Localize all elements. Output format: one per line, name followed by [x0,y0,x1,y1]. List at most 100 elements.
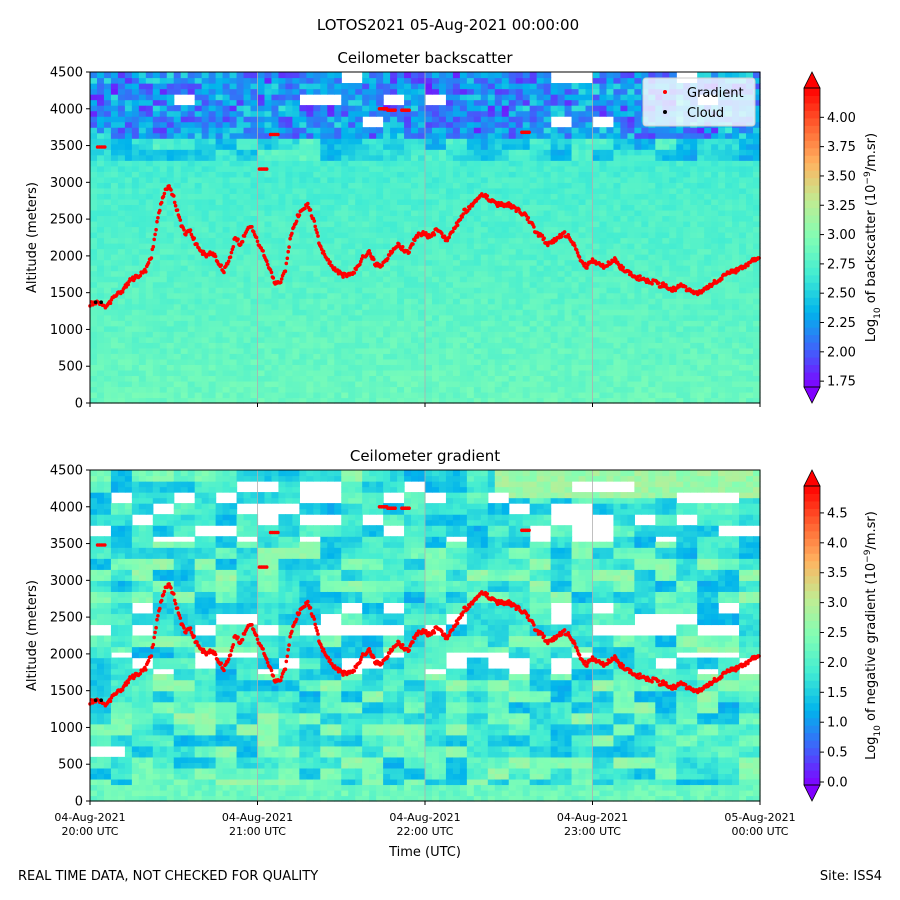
gradient-point [413,238,417,242]
gradient-point [146,260,151,265]
gradient-point [283,269,288,274]
gradient-point [271,276,276,280]
colorbar-segment [804,770,820,779]
gradient-point [540,233,545,238]
colorbar-label: Log10 of negative gradient (10−9/m.sr) [863,511,883,760]
colorbar-segment [804,777,820,786]
colorbar-segment [804,508,820,517]
quality-disclaimer: REAL TIME DATA, NOT CHECKED FOR QUALITY [18,869,319,884]
y-axis-label: Altitude (meters) [25,182,40,293]
gradient-point [169,586,173,590]
gradient-point [577,653,582,657]
gradient-point [250,623,254,627]
gradient-point [294,617,299,622]
y-tick-label: 2000 [50,647,83,662]
colorbar-segment [804,635,820,644]
gradient-point [261,249,265,253]
colorbar-segment [804,657,820,666]
gradient-point [720,675,724,679]
gradient-point [656,281,661,285]
gradient-point [236,635,240,639]
gradient-point [432,232,437,237]
legend-label: Gradient [687,86,744,101]
gradient-point [144,668,148,672]
gradient-point [359,655,364,659]
gradient-point [458,217,463,222]
colorbar-segment [804,185,820,194]
colorbar-segment [804,620,820,629]
colorbar-segment [804,177,820,186]
colorbar-frame [803,87,821,388]
colorbar-segment [804,215,820,224]
colorbar-segment [804,762,820,771]
x-tick-label: 23:00 UTC [564,825,621,838]
gradient-point [279,678,283,683]
gradient-point [354,665,358,670]
gradient-point [312,219,317,223]
gradient-point [314,228,318,232]
gradient-point [182,626,186,630]
gradient-point [158,606,162,611]
gradient-point [352,271,357,275]
colorbar-segment [804,289,820,298]
gradient-point [306,201,310,206]
gradient-cluster-point [103,543,107,547]
colorbar-segment [804,349,820,358]
gradient-point [458,615,463,620]
gradient-point [172,592,176,596]
colorbar-segment [804,88,820,96]
colorbar-segment [804,274,820,283]
gradient-point [341,275,345,279]
gradient-point [269,270,274,275]
x-tick-label: 22:00 UTC [396,825,453,838]
gradient-point [621,663,625,668]
gradient-point [447,235,452,239]
gradient-point [286,249,291,254]
colorbar-tick-label: 2.50 [827,287,856,302]
y-tick-label: 1000 [50,721,83,736]
gradient-point [540,631,545,636]
y-tick-label: 2500 [50,611,83,626]
gradient-point [271,674,276,678]
colorbar: 0.0 0.5 1.0 1.5 2.0 2.5 3.0 3.5 4.0 4.5 Log10 of n… [803,469,883,802]
gradient-cluster-point [103,145,107,149]
gradient-point [269,668,274,673]
gradient-point [313,622,318,627]
gradient-point [155,617,159,622]
x-tick-label: 04-Aug-2021 [222,811,293,824]
gradient-point [265,259,269,264]
gradient-point [560,632,564,636]
gradient-point [542,236,546,240]
colorbar-segment [804,304,820,313]
gradient-point [120,290,125,294]
gradient-point [720,277,724,281]
gradient-point [386,256,390,261]
gradient-point [229,648,234,653]
gradient-point [242,234,247,238]
gradient-point [445,636,450,641]
colorbar-segment [804,364,820,373]
site-label: Site: ISS4 [819,869,882,884]
gradient-point [638,672,642,676]
gradient-point [526,614,531,618]
gradient-point [149,654,154,658]
gradient-point [228,255,233,259]
gradient-point [231,245,236,249]
gradient-point [132,276,137,281]
gradient-point [178,616,183,620]
colorbar-segment [804,590,820,599]
gradient-point [219,263,223,268]
gradient-point [455,223,460,227]
gradient-cluster-point [527,528,531,533]
gradient-point [542,634,546,638]
gradient-point [526,216,531,220]
colorbar-segment [804,605,820,614]
gradient-point [108,699,113,703]
gradient-point [315,230,319,235]
gradient-point [659,284,664,289]
y-tick-label: 4000 [50,500,83,515]
gradient-point [213,254,218,259]
gradient-point [372,655,376,660]
gradient-point [222,270,226,275]
gradient-point [315,628,319,633]
